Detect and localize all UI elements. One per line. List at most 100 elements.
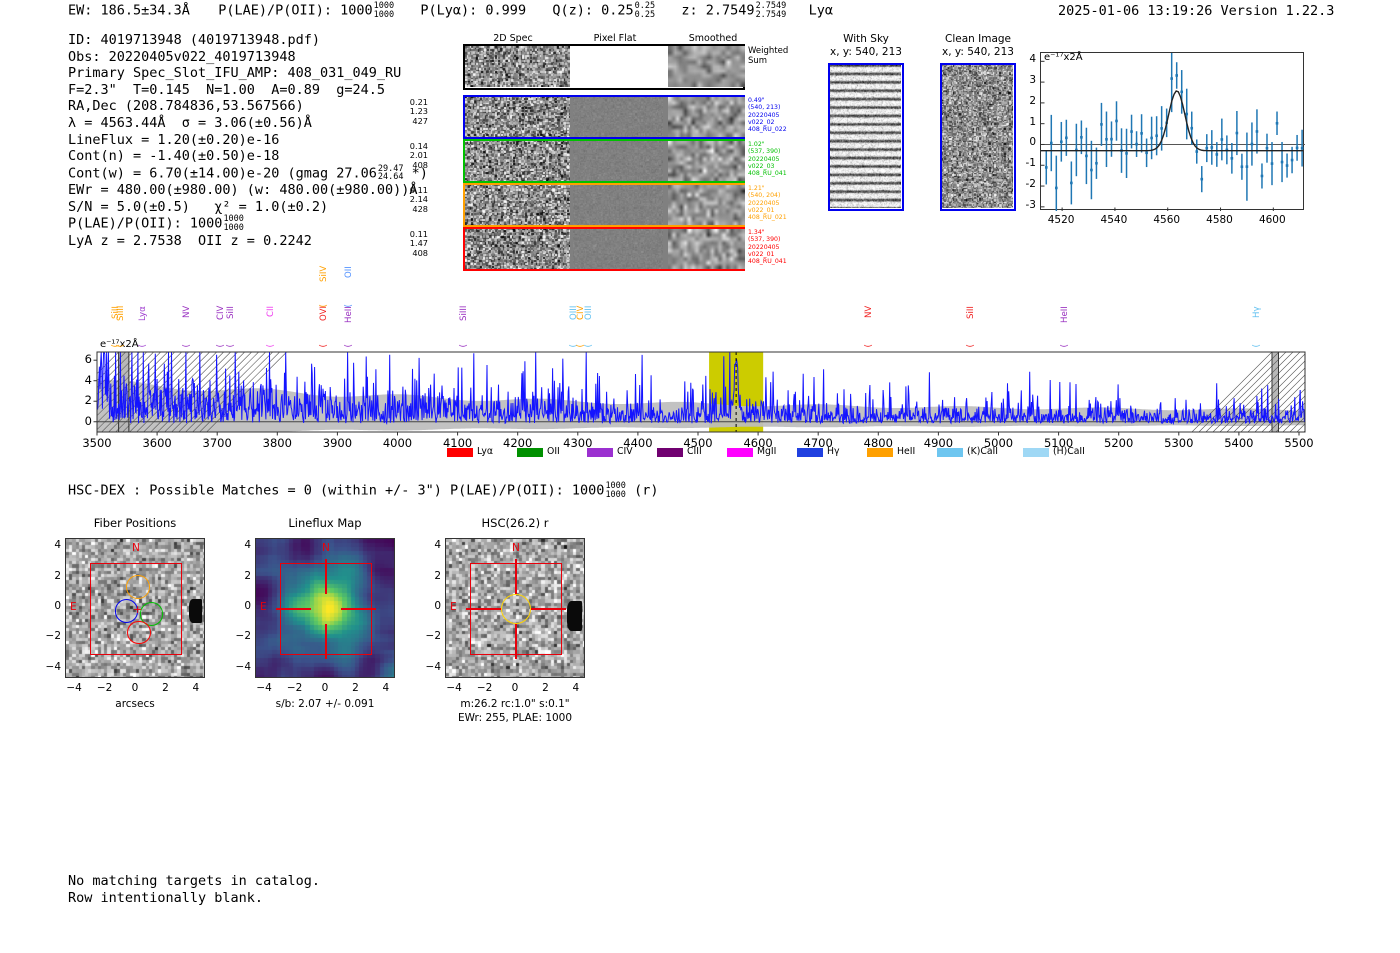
header-summary-line: EW: 186.5±34.3Å P(LAE)/P(OII): 1000 1000 1… (68, 2, 833, 19)
zoom-y-tick: 0 (1029, 136, 1036, 149)
info-id: ID: 4019713948 (4019713948.pdf) (68, 32, 320, 48)
emission-line-label: SiII (966, 306, 977, 319)
zoom-spectrum-plot (1041, 53, 1305, 211)
emission-line-label: OII (344, 266, 355, 278)
main-x-tick: 3500 (82, 436, 112, 450)
main-spectrum-units: e⁻¹⁷x2Å (100, 339, 139, 350)
panel-x-tick: −2 (286, 682, 303, 694)
main-x-tick: 3900 (322, 436, 353, 450)
emission-line-bracket: ( (864, 344, 875, 348)
spec2d-row-metrics: 0.21 1.23 427 (409, 97, 428, 126)
spec2d-row-info: 1.21" (540, 204) 20220405 v022_01 408_RU_021 (748, 185, 787, 222)
header-z-hi: 2.7549 (755, 1, 787, 11)
cutout-title-text: With Sky (843, 33, 889, 45)
footer-line-2: Row intentionally blank. (68, 889, 264, 906)
spec2d-row-metrics: 0.14 2.01 408 (409, 141, 428, 170)
emission-line-label: SiII (226, 306, 237, 319)
emission-line-bracket: ( (344, 304, 355, 308)
header-plya: P(Lyα): 0.999 (420, 2, 527, 19)
hscdex-main: HSC-DEX : Possible Matches = 0 (within +… (68, 482, 605, 499)
panel-title: Fiber Positions (93, 516, 177, 530)
zoom-spectrum-axes: e⁻¹⁷x2Å (1040, 52, 1305, 211)
panel-caption: m:26.2 rc:1.0" s:0.1" (460, 698, 570, 710)
panel-caption: s/b: 2.07 +/- 0.091 (275, 698, 375, 710)
field-source-blob (567, 601, 582, 631)
emission-line-bracket: ( (226, 344, 237, 348)
spec2d-row-info: 1.34" (537, 390) 20220405 v022_01 408_RU_041 (748, 229, 787, 266)
panel-x-tick: −2 (476, 682, 493, 694)
panel-y-tick: 2 (244, 569, 251, 582)
cutout-panel-group: With Sky x, y: 540, 213 Clean Image x, y: 5… (820, 33, 1030, 245)
footer-line-1: No matching targets in catalog. (68, 873, 320, 889)
panel-y-tick: 4 (434, 539, 441, 552)
panel-image-1[interactable]: N E + (65, 538, 205, 678)
main-x-tick: 3600 (142, 436, 172, 450)
info-obs: Obs: 20220405v022_4019713948 (68, 48, 296, 65)
panel-x-tick: 2 (352, 682, 359, 694)
legend-swatch (587, 448, 613, 457)
panel-y-tick: 2 (54, 569, 61, 582)
legend-swatch (657, 448, 683, 457)
main-x-tick: 5300 (1164, 436, 1194, 450)
main-x-tick: 4400 (623, 436, 653, 450)
panel-caption: arcsecs (115, 698, 155, 710)
main-x-tick: 3700 (202, 436, 232, 450)
zoom-spectrum-units: e⁻¹⁷x2Å (1044, 52, 1083, 63)
panel-y-tick: −4 (45, 660, 61, 673)
emission-line-bracket: ( (216, 344, 227, 348)
main-x-tick: 4000 (382, 436, 413, 450)
header-plae-label: P(LAE)/P(OII): 1000 (218, 2, 373, 19)
main-y-tick: 2 (84, 393, 92, 408)
compass-north: N (512, 542, 520, 554)
legend-label: HeII (897, 446, 916, 457)
cutout-title-text: Clean Image (944, 33, 1012, 45)
info-plae-main: P(LAE)/P(OII): 1000 (68, 215, 223, 232)
panel-x-tick: 0 (511, 682, 519, 694)
zoom-y-tick: 2 (1029, 94, 1036, 107)
zoom-x-tick: 4580 (1206, 214, 1233, 226)
header-qz-label: Q(z): 0.25 (552, 2, 634, 19)
header-qz-hi: 0.25 (634, 1, 656, 11)
legend-swatch (727, 448, 753, 457)
info-lambda: λ = 4563.44Å σ = 3.06(±0.56)Å (68, 114, 312, 131)
zoom-y-tick: 1 (1029, 115, 1036, 128)
spec2d-row (463, 95, 745, 139)
info-lineflux: LineFlux = 1.20(±0.20)e-16 (68, 131, 280, 148)
emission-line-label: NV (864, 306, 875, 319)
info-radec: RA,Dec (208.784836,53.567566) (68, 98, 304, 115)
panel-y-tick: 0 (244, 600, 251, 612)
emission-line-label: OIII (583, 306, 594, 321)
main-x-tick: 4500 (683, 436, 713, 450)
emission-line-bracket: ( (966, 344, 977, 348)
emission-line-bracket: ( (1059, 344, 1070, 348)
spec2d-title-2: Smoothed (688, 33, 738, 44)
header-z-label: z: 2.7549 (681, 2, 755, 19)
legend-swatch (447, 448, 473, 457)
emission-line-label: Lyα (138, 306, 149, 321)
panel-y-tick: −4 (235, 660, 251, 673)
spec2d-panel-group: 2D Spec Pixel Flat Smoothed 0.21 1.23 427 0… (410, 33, 788, 271)
header-ew: EW: 186.5±34.3Å (68, 2, 190, 19)
cutout-title: Clean Image x, y: 540, 213 (918, 33, 1038, 58)
zoom-y-tick: 3 (1029, 74, 1036, 87)
cutout-coords: x, y: 540, 213 (830, 45, 902, 58)
main-x-tick: 3800 (262, 436, 292, 450)
emission-line-label: HeII (344, 306, 355, 323)
info-plae: P(LAE)/P(OII): 1000 1000 1000 (68, 215, 428, 232)
spec2d-row (463, 139, 745, 183)
main-y-tick: 4 (84, 372, 92, 387)
zoom-x-tick: 4560 (1153, 214, 1181, 226)
clean-image (940, 63, 1016, 211)
panel-x-tick: 0 (321, 682, 329, 694)
legend-label: CIV (617, 446, 633, 457)
panel-y-tick: −2 (235, 630, 251, 643)
info-params: F=2.3" T=0.145 N=1.00 A=0.89 g=24.5 (68, 81, 385, 98)
panel-y-tick: 0 (434, 600, 441, 612)
ifu-footprint-box (90, 563, 182, 655)
fiber-aperture (114, 599, 139, 624)
emission-line-bracket: ( (318, 344, 329, 348)
spec2d-row-metrics: 0.11 2.14 428 (409, 185, 428, 214)
main-x-tick: 4800 (863, 436, 893, 450)
